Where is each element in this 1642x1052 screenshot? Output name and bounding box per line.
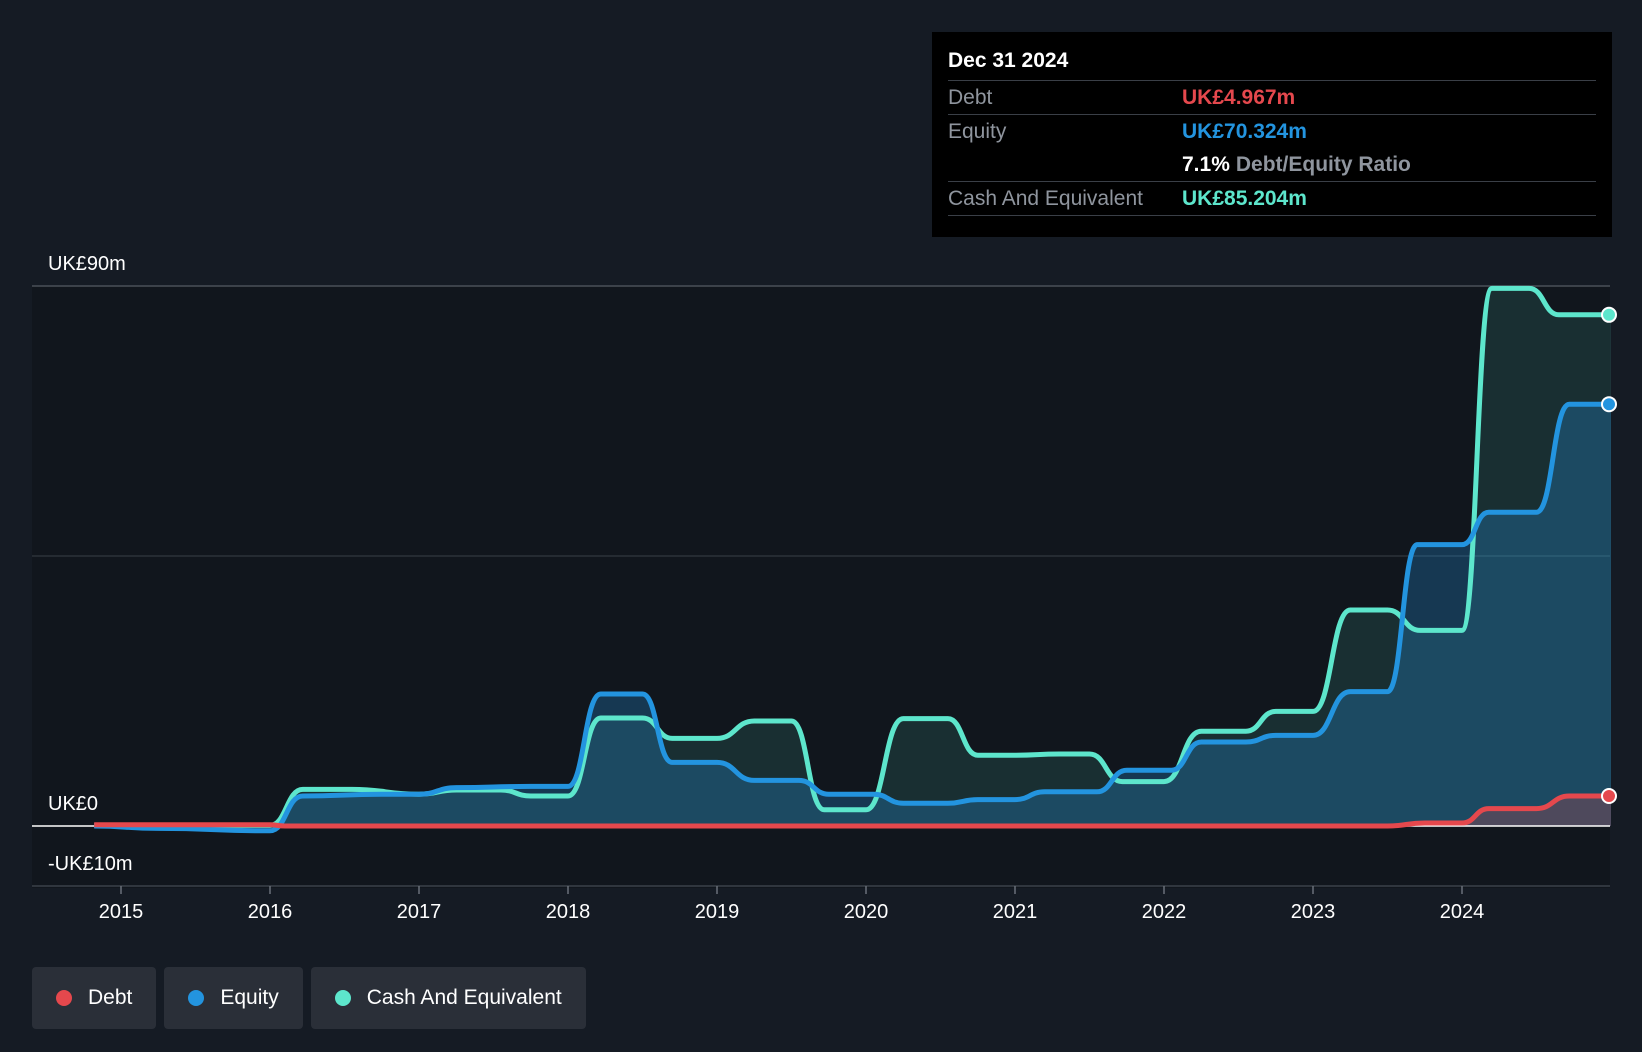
y-label-top: UK£90m bbox=[48, 253, 126, 275]
line-debt bbox=[94, 793, 1611, 829]
legend-item-cash[interactable]: Cash And Equivalent bbox=[310, 967, 586, 1029]
grid-lines bbox=[32, 285, 1610, 887]
legend-label-equity: Equity bbox=[220, 986, 279, 1009]
legend-dot-debt-icon bbox=[56, 990, 72, 1006]
tooltip-row-equity: Equity UK£70.324m bbox=[948, 115, 1596, 148]
x-tick-label: 2016 bbox=[248, 901, 293, 923]
series-lines bbox=[32, 285, 1611, 834]
axis-labels: UK£90m UK£0 -UK£10m bbox=[48, 253, 132, 875]
area-equity bbox=[94, 404, 1612, 831]
tooltip-cash-value: UK£85.204m bbox=[1182, 187, 1307, 210]
legend-dot-equity-icon bbox=[188, 990, 205, 1006]
tooltip-panel: Dec 31 2024 Debt UK£4.967m Equity UK£70.… bbox=[932, 32, 1612, 237]
y-label-bottom: -UK£10m bbox=[48, 853, 132, 875]
marker-debt bbox=[1601, 788, 1617, 804]
tooltip-cash-label: Cash And Equivalent bbox=[948, 187, 1143, 210]
x-tick-label: 2017 bbox=[397, 901, 442, 923]
legend-label-debt: Debt bbox=[88, 986, 133, 1009]
tooltip-date: Dec 31 2024 bbox=[948, 46, 1596, 81]
legend-label-cash: Cash And Equivalent bbox=[366, 986, 562, 1009]
line-cash-and-equivalent bbox=[94, 285, 1611, 828]
tooltip-equity-value: UK£70.324m bbox=[1182, 120, 1307, 143]
tooltip-ratio-value: 7.1% bbox=[1182, 153, 1230, 176]
x-tick-label: 2022 bbox=[1142, 901, 1187, 923]
x-tick-label: 2021 bbox=[993, 901, 1038, 923]
marker-equity bbox=[1601, 396, 1617, 413]
tooltip-debt-label: Debt bbox=[948, 86, 993, 109]
x-tick-label: 2015 bbox=[99, 901, 144, 923]
x-tick-label: 2020 bbox=[844, 901, 889, 923]
tooltip-debt-value: UK£4.967m bbox=[1182, 86, 1296, 109]
x-tick-label: 2018 bbox=[546, 901, 591, 923]
area-cash-and-equivalent bbox=[94, 288, 1612, 826]
chart-legend: Debt Equity Cash And Equivalent bbox=[32, 967, 586, 1029]
x-tick-label: 2023 bbox=[1291, 901, 1336, 923]
x-axis-ticks: 2015 2016 2017 2018 2019 2020 2021 2022 2023 2024 bbox=[99, 886, 1485, 923]
marker-cash-and-equivalent bbox=[1601, 306, 1617, 323]
tooltip-ratio-label: Debt/Equity Ratio bbox=[1235, 153, 1411, 176]
legend-item-equity[interactable]: Equity bbox=[164, 967, 303, 1029]
x-tick-label: 2024 bbox=[1440, 901, 1485, 923]
tooltip-ratio-spacer bbox=[948, 148, 1182, 181]
legend-dot-cash-icon bbox=[334, 990, 351, 1006]
tooltip-equity-label: Equity bbox=[948, 120, 1007, 143]
end-markers bbox=[1601, 306, 1617, 804]
plot-background bbox=[32, 286, 1610, 888]
y-label-zero: UK£0 bbox=[48, 793, 98, 815]
legend-item-debt[interactable]: Debt bbox=[32, 967, 157, 1029]
tooltip-row-ratio: 7.1% Debt/Equity Ratio bbox=[948, 148, 1596, 182]
tooltip-row-cash: Cash And Equivalent UK£85.204m bbox=[948, 182, 1596, 216]
line-equity bbox=[94, 401, 1611, 834]
x-tick-label: 2019 bbox=[695, 901, 740, 923]
tooltip-row-debt: Debt UK£4.967m bbox=[948, 81, 1596, 115]
